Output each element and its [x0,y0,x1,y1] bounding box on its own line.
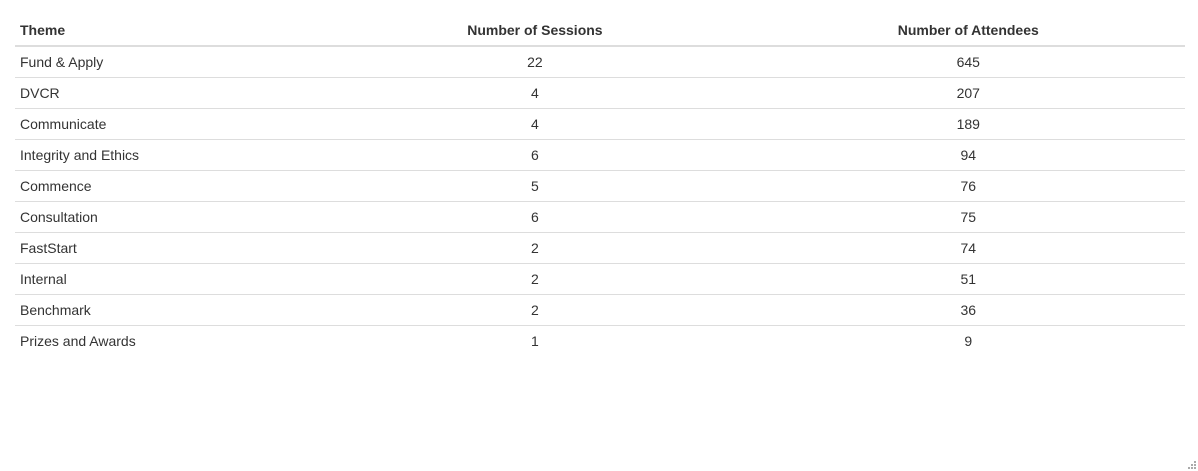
cell-sessions: 6 [318,139,752,171]
grip-dot [1191,467,1193,469]
cell-theme: Integrity and Ethics [15,139,319,171]
sessions-table: Theme Number of Sessions Number of Atten… [15,15,1185,356]
cell-theme: Benchmark [15,294,319,326]
cell-attendees: 75 [751,201,1185,233]
cell-sessions: 4 [318,108,752,140]
table-body: Fund & Apply 22 645 DVCR 4 207 Communica… [15,46,1185,356]
table-row: Prizes and Awards 1 9 [15,326,1185,357]
resize-grip-icon[interactable] [1187,460,1196,469]
cell-attendees: 36 [751,294,1185,326]
cell-sessions: 2 [318,263,752,295]
cell-theme: Internal [15,263,319,295]
cell-attendees: 74 [751,232,1185,264]
cell-attendees: 645 [751,46,1185,78]
cell-sessions: 2 [318,294,752,326]
table-header: Theme Number of Sessions Number of Atten… [15,15,1185,47]
cell-theme: Fund & Apply [15,46,319,78]
grip-dot [1188,467,1190,469]
table-row: Internal 2 51 [15,263,1185,295]
cell-theme: Commence [15,170,319,202]
cell-attendees: 9 [964,333,973,349]
cell-sessions: 5 [318,170,752,202]
column-header-theme[interactable]: Theme [15,15,319,47]
cell-theme: FastStart [15,232,319,264]
column-header-attendees[interactable]: Number of Attendees [751,15,1185,47]
column-header-sessions[interactable]: Number of Sessions [318,15,752,47]
cell-attendees: 207 [751,77,1185,109]
cell-sessions: 22 [318,46,752,78]
cell-theme: DVCR [15,77,319,109]
table-row: FastStart 2 74 [15,232,1185,264]
table-row: Commence 5 76 [15,170,1185,202]
cell-sessions: 1 [531,333,539,349]
cell-sessions: 6 [318,201,752,233]
cell-theme: Prizes and Awards [20,333,136,349]
grip-dot [1194,461,1196,463]
cell-attendees: 94 [751,139,1185,171]
table-row: Integrity and Ethics 6 94 [15,139,1185,171]
table-row: Benchmark 2 36 [15,294,1185,326]
header-row: Theme Number of Sessions Number of Atten… [15,15,1185,47]
cell-attendees: 51 [751,263,1185,295]
cell-attendees: 76 [751,170,1185,202]
grip-dot [1194,467,1196,469]
table-row: Fund & Apply 22 645 [15,46,1185,78]
cell-attendees: 189 [751,108,1185,140]
cell-theme: Consultation [15,201,319,233]
table-row: Consultation 6 75 [15,201,1185,233]
cell-theme: Communicate [15,108,319,140]
table-row: Communicate 4 189 [15,108,1185,140]
table-row: DVCR 4 207 [15,77,1185,109]
cell-sessions: 4 [318,77,752,109]
grip-dot [1191,464,1193,466]
grip-dot [1194,464,1196,466]
cell-sessions: 2 [318,232,752,264]
